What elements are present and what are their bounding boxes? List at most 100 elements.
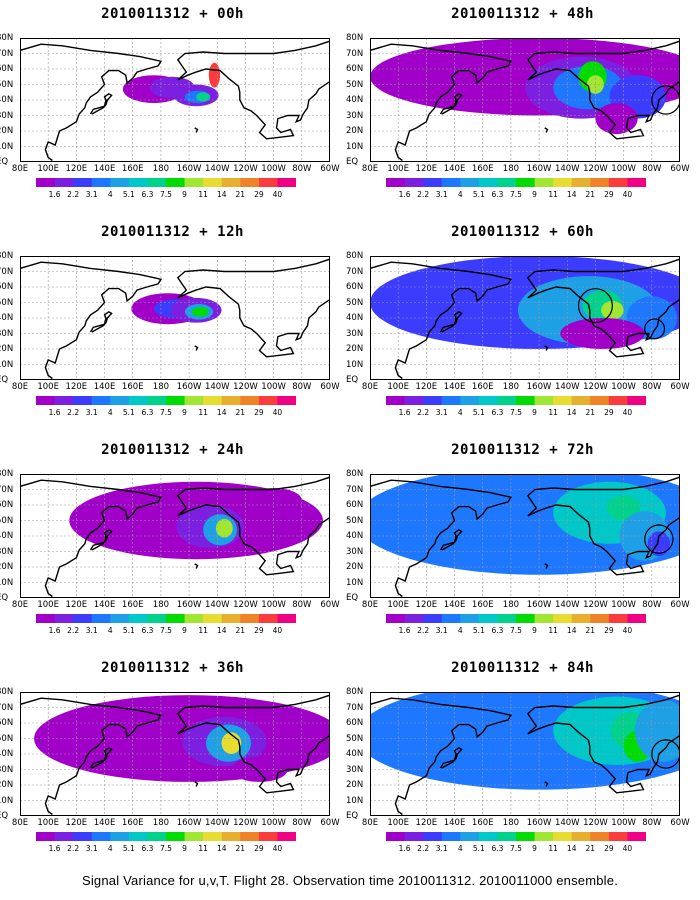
- colorbar-label: 5.1: [122, 844, 135, 853]
- lat-label: 10N: [346, 359, 364, 370]
- colorbar-label: 11: [548, 408, 558, 417]
- colorbar-label: 11: [548, 190, 558, 199]
- coastline: [544, 345, 549, 351]
- colorbar: [36, 396, 296, 405]
- lon-label: 160E: [121, 818, 144, 828]
- colorbar-swatch: [91, 396, 111, 405]
- colorbar-label: 9: [182, 844, 187, 853]
- colorbar-swatch: [73, 396, 93, 405]
- colorbar-label: 40: [622, 190, 633, 199]
- variance-contour: [196, 92, 211, 102]
- coastline: [194, 127, 199, 133]
- lon-label: 100E: [37, 818, 59, 828]
- lon-label: 140W: [204, 818, 230, 828]
- lon-label: 160W: [176, 164, 202, 174]
- colorbar-swatch: [166, 396, 186, 405]
- colorbar-label: 7.5: [160, 626, 172, 635]
- lon-label: 160W: [526, 600, 552, 610]
- colorbar-swatch: [73, 178, 93, 187]
- colorbar-swatch: [460, 832, 480, 841]
- lon-label: 160E: [121, 600, 144, 610]
- colorbar-label: 1.6: [398, 408, 411, 417]
- map-frame: [20, 256, 330, 380]
- map-panel: 2010011312 + 84h 80N 70N 60N 50N 40N 30N 20N 10N…: [346, 654, 695, 879]
- lat-label: 20N: [346, 780, 364, 790]
- colorbar-label: 9: [532, 844, 537, 853]
- lon-label: 140E: [443, 818, 466, 828]
- colorbar-swatch: [516, 396, 536, 405]
- colorbar-label: 11: [198, 626, 208, 635]
- colorbar-swatch: [166, 832, 186, 841]
- colorbar-swatch: [36, 178, 56, 187]
- colorbar-swatch: [608, 614, 628, 623]
- lon-label: 100W: [261, 600, 286, 610]
- colorbar-swatch: [147, 832, 167, 841]
- lon-label: 160E: [121, 382, 144, 392]
- colorbar-swatch: [54, 178, 74, 187]
- colorbar-label: 2.2: [67, 190, 80, 199]
- colorbar-swatch: [240, 396, 260, 405]
- coastline: [89, 746, 113, 769]
- coastline: [526, 694, 680, 794]
- lon-label: 120W: [233, 818, 258, 828]
- lat-label: 60N: [0, 64, 14, 74]
- colorbar-label: 14: [216, 626, 227, 635]
- lat-label: 80N: [0, 687, 14, 697]
- colorbar-swatch: [441, 614, 461, 623]
- colorbar-label: 2.2: [417, 190, 430, 199]
- colorbar-swatch: [221, 178, 241, 187]
- colorbar-swatch: [404, 614, 424, 623]
- colorbar-swatch: [36, 832, 56, 841]
- coastline: [439, 528, 463, 551]
- colorbar-swatch: [386, 832, 406, 841]
- colorbar-swatch: [184, 614, 204, 623]
- colorbar-label: 40: [622, 626, 633, 635]
- panel-title: 2010011312 + 48h: [451, 6, 594, 22]
- colorbar-label: 7.5: [510, 626, 522, 635]
- coastline: [370, 43, 513, 162]
- colorbar-swatch: [110, 832, 130, 841]
- colorbar-swatch: [571, 832, 591, 841]
- lat-label: EQ: [0, 375, 9, 385]
- lat-label: EQ: [346, 811, 359, 821]
- colorbar-swatch: [516, 832, 536, 841]
- colorbar-swatch: [423, 832, 443, 841]
- coastline: [370, 697, 513, 816]
- lon-label: 80W: [642, 818, 662, 828]
- colorbar-label: 14: [216, 408, 227, 417]
- lon-label: 80E: [11, 382, 29, 392]
- colorbar-label: 9: [182, 190, 187, 199]
- colorbar-swatch: [478, 396, 498, 405]
- lat-label: 20N: [346, 344, 364, 354]
- lat-label: 50N: [0, 297, 14, 308]
- coastline: [439, 746, 463, 769]
- lat-label: 60N: [346, 282, 364, 292]
- colorbar-label: 1.6: [48, 844, 61, 853]
- lon-label: 120E: [65, 818, 88, 828]
- colorbar-label: 5.1: [122, 408, 135, 417]
- colorbar-swatch: [203, 396, 223, 405]
- colorbar-label: 9: [532, 190, 537, 199]
- colorbar-label: 7.5: [160, 408, 172, 417]
- colorbar-label: 40: [272, 408, 283, 417]
- lat-label: 30N: [0, 328, 14, 339]
- colorbar-swatch: [534, 178, 554, 187]
- lon-label: 120E: [415, 600, 438, 610]
- coastline: [176, 40, 330, 140]
- colorbar-label: 29: [254, 190, 264, 199]
- colorbar-label: 11: [198, 190, 208, 199]
- colorbar-label: 6.3: [491, 844, 504, 853]
- colorbar-label: 21: [235, 844, 246, 853]
- variance-contour: [601, 300, 624, 320]
- colorbar-label: 1.6: [398, 626, 411, 635]
- variance-contour: [215, 518, 233, 538]
- lon-label: 100E: [387, 818, 409, 828]
- variance-contour: [595, 103, 638, 135]
- lon-label: 140W: [204, 382, 230, 392]
- colorbar-label: 21: [235, 408, 246, 417]
- lon-label: 80W: [292, 164, 312, 174]
- colorbar-label: 6.3: [491, 190, 504, 199]
- coastline: [176, 476, 330, 576]
- colorbar-label: 40: [272, 190, 283, 199]
- lon-label: 100W: [261, 818, 286, 828]
